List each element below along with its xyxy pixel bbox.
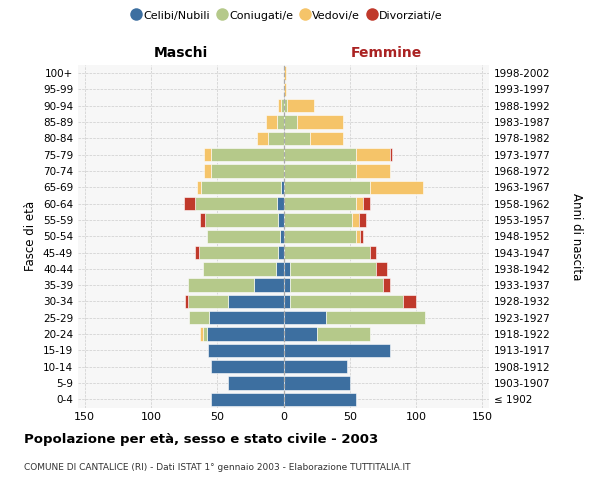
- Bar: [254, 278, 284, 292]
- Bar: [200, 214, 205, 226]
- Bar: [284, 132, 310, 145]
- Bar: [284, 148, 356, 162]
- Bar: [383, 278, 389, 292]
- Bar: [203, 262, 275, 276]
- Bar: [352, 214, 359, 226]
- Text: Femmine: Femmine: [350, 46, 422, 60]
- Bar: [284, 360, 347, 374]
- Bar: [284, 83, 286, 96]
- Bar: [188, 295, 228, 308]
- Bar: [403, 295, 416, 308]
- Bar: [370, 180, 423, 194]
- Bar: [284, 262, 290, 276]
- Bar: [290, 262, 376, 276]
- Bar: [370, 246, 376, 259]
- Bar: [281, 180, 284, 194]
- Bar: [197, 180, 202, 194]
- Bar: [257, 132, 268, 145]
- Bar: [361, 230, 363, 243]
- Bar: [194, 197, 277, 210]
- Bar: [284, 311, 326, 324]
- Bar: [284, 164, 356, 177]
- Bar: [206, 230, 280, 243]
- Bar: [277, 197, 284, 210]
- Bar: [284, 295, 290, 308]
- Bar: [356, 230, 361, 243]
- Y-axis label: Fasce di età: Fasce di età: [25, 201, 37, 272]
- Bar: [199, 246, 278, 259]
- Bar: [200, 328, 203, 341]
- Bar: [284, 116, 297, 129]
- Bar: [284, 376, 350, 390]
- Text: COMUNE DI CANTALICE (RI) - Dati ISTAT 1° gennaio 2003 - Elaborazione TUTTITALIA.: COMUNE DI CANTALICE (RI) - Dati ISTAT 1°…: [24, 462, 410, 471]
- Bar: [204, 164, 211, 177]
- Bar: [356, 148, 389, 162]
- Bar: [310, 132, 343, 145]
- Bar: [205, 214, 278, 226]
- Bar: [284, 278, 290, 292]
- Bar: [284, 230, 356, 243]
- Bar: [356, 197, 363, 210]
- Bar: [228, 376, 284, 390]
- Bar: [203, 328, 206, 341]
- Bar: [185, 295, 188, 308]
- Legend: Celibi/Nubili, Coniugati/e, Vedovi/e, Divorziati/e: Celibi/Nubili, Coniugati/e, Vedovi/e, Di…: [129, 6, 447, 25]
- Bar: [284, 328, 317, 341]
- Bar: [190, 311, 209, 324]
- Bar: [359, 214, 366, 226]
- Text: Popolazione per età, sesso e stato civile - 2003: Popolazione per età, sesso e stato civil…: [24, 432, 378, 446]
- Bar: [363, 197, 370, 210]
- Bar: [280, 230, 284, 243]
- Bar: [204, 148, 211, 162]
- Bar: [228, 295, 284, 308]
- Bar: [281, 99, 284, 112]
- Bar: [376, 262, 387, 276]
- Bar: [209, 311, 284, 324]
- Bar: [278, 99, 281, 112]
- Bar: [284, 66, 286, 80]
- Bar: [278, 246, 284, 259]
- Bar: [184, 197, 194, 210]
- Bar: [284, 214, 352, 226]
- Bar: [188, 278, 254, 292]
- Bar: [202, 180, 281, 194]
- Bar: [211, 148, 284, 162]
- Bar: [284, 99, 287, 112]
- Bar: [268, 132, 284, 145]
- Bar: [206, 328, 284, 341]
- Text: Maschi: Maschi: [154, 46, 208, 60]
- Bar: [211, 392, 284, 406]
- Bar: [284, 246, 370, 259]
- Bar: [284, 180, 370, 194]
- Bar: [287, 99, 314, 112]
- Bar: [284, 344, 389, 357]
- Bar: [194, 246, 199, 259]
- Bar: [277, 116, 284, 129]
- Bar: [284, 392, 356, 406]
- Bar: [284, 197, 356, 210]
- Bar: [275, 262, 284, 276]
- Bar: [317, 328, 370, 341]
- Bar: [326, 311, 425, 324]
- Bar: [290, 278, 383, 292]
- Bar: [290, 295, 403, 308]
- Bar: [278, 214, 284, 226]
- Bar: [297, 116, 343, 129]
- Bar: [211, 360, 284, 374]
- Y-axis label: Anni di nascita: Anni di nascita: [570, 192, 583, 280]
- Bar: [389, 148, 392, 162]
- Bar: [356, 164, 389, 177]
- Bar: [208, 344, 284, 357]
- Bar: [211, 164, 284, 177]
- Bar: [266, 116, 277, 129]
